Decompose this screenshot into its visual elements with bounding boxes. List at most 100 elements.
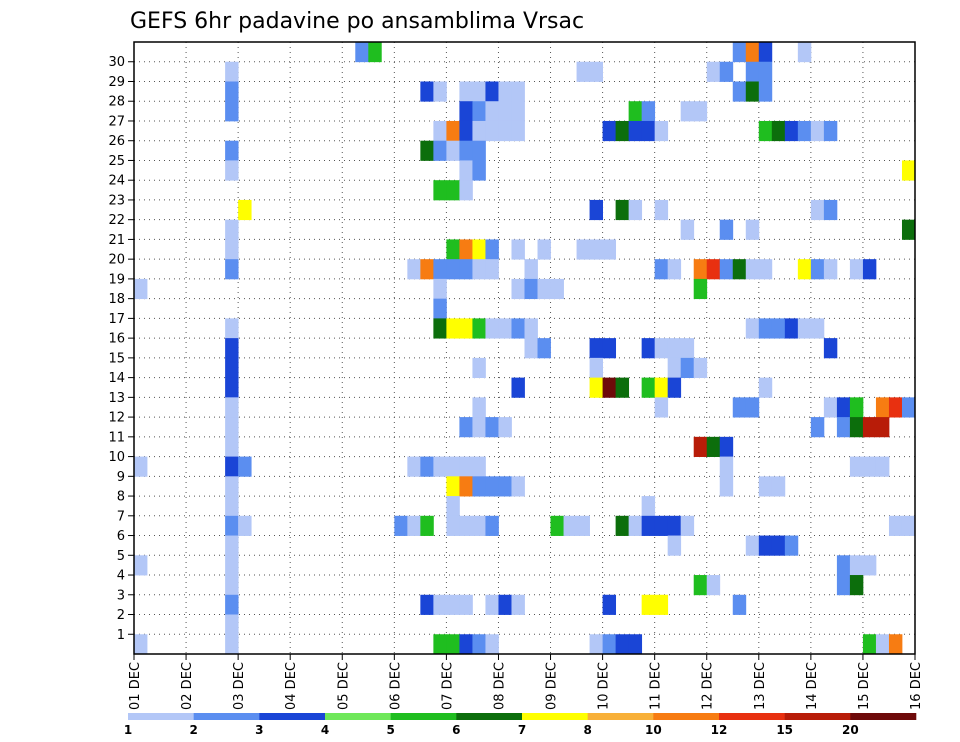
x-tick-label: 09 DEC bbox=[545, 662, 560, 710]
legend-label: 3 bbox=[255, 723, 263, 737]
heatmap-cell bbox=[719, 219, 734, 240]
y-tick-label: 13 bbox=[108, 391, 125, 406]
heatmap-cell bbox=[758, 42, 773, 63]
heatmap-cell bbox=[446, 634, 460, 655]
heatmap-cell bbox=[472, 397, 486, 418]
heatmap-cell bbox=[498, 318, 512, 339]
heatmap-cell bbox=[589, 239, 603, 260]
heatmap-cell bbox=[225, 61, 239, 82]
y-tick-label: 18 bbox=[108, 292, 125, 307]
heatmap-cell bbox=[602, 594, 617, 615]
heatmap-cell bbox=[589, 199, 603, 221]
legend-swatch bbox=[587, 713, 654, 720]
heatmap-cell bbox=[901, 219, 916, 240]
heatmap-cell bbox=[589, 61, 603, 82]
heatmap-cell bbox=[459, 160, 473, 181]
heatmap-cell bbox=[485, 120, 499, 142]
heatmap-cell bbox=[433, 298, 447, 319]
y-tick-label: 21 bbox=[108, 233, 125, 248]
heatmap-cell bbox=[511, 81, 525, 102]
heatmap-cell bbox=[875, 456, 890, 477]
heatmap-cell bbox=[498, 594, 512, 615]
legend-label: 20 bbox=[842, 723, 859, 737]
y-tick-label: 4 bbox=[117, 569, 125, 584]
plot-frame bbox=[133, 41, 916, 655]
heatmap-cell bbox=[849, 417, 864, 438]
heatmap-cell bbox=[134, 456, 148, 477]
legend-label: 15 bbox=[776, 723, 793, 737]
heatmap-cell bbox=[472, 515, 486, 536]
heatmap-cell bbox=[472, 160, 486, 181]
heatmap-cell bbox=[472, 456, 486, 477]
heatmap-cell bbox=[134, 555, 148, 576]
heatmap-cell bbox=[433, 318, 447, 339]
heatmap-cell bbox=[615, 634, 630, 655]
legend-label: 4 bbox=[321, 723, 329, 737]
heatmap-cell bbox=[732, 594, 747, 615]
legend-label: 6 bbox=[452, 723, 460, 737]
heatmap-cell bbox=[732, 42, 747, 63]
heatmap-cell bbox=[563, 515, 577, 536]
heatmap-cell bbox=[654, 377, 669, 398]
heatmap-cell bbox=[745, 61, 760, 82]
x-tick-label: 03 DEC bbox=[232, 662, 247, 710]
chart-title: GEFS 6hr padavine po ansamblima Vrsac bbox=[130, 9, 584, 34]
heatmap-cell bbox=[225, 634, 239, 655]
heatmap-cell bbox=[641, 594, 656, 615]
heatmap-cell bbox=[823, 199, 838, 221]
heatmap-cell bbox=[771, 535, 786, 556]
y-tick-label: 16 bbox=[108, 332, 125, 347]
heatmap-cell bbox=[589, 338, 603, 359]
y-tick-label: 22 bbox=[108, 213, 125, 228]
heatmap-cell bbox=[745, 318, 760, 339]
heatmap-cell bbox=[472, 140, 486, 161]
heatmap-cell bbox=[225, 81, 239, 102]
heatmap-cell bbox=[589, 634, 603, 655]
legend-swatch bbox=[850, 713, 917, 720]
heatmap-cell bbox=[394, 515, 408, 536]
heatmap-cell bbox=[654, 259, 669, 280]
heatmap-cell bbox=[784, 318, 799, 339]
heatmap-cell bbox=[225, 535, 239, 556]
heatmap-cell bbox=[446, 476, 460, 497]
legend-swatch bbox=[325, 713, 391, 720]
x-tick-label: 14 DEC bbox=[805, 662, 820, 710]
heatmap-cell bbox=[745, 81, 760, 102]
heatmap-cell bbox=[498, 417, 512, 438]
heatmap-cell bbox=[459, 634, 473, 655]
y-tick-label: 2 bbox=[117, 608, 125, 623]
heatmap-cell bbox=[901, 515, 916, 536]
legend-swatch bbox=[653, 713, 720, 720]
x-axis: 01 DEC 02 DEC 03 DEC 04 DEC 05 DEC 06 DEC 07 D… bbox=[128, 654, 924, 710]
heatmap-cell bbox=[641, 496, 656, 517]
heatmap-cell bbox=[823, 338, 838, 359]
heatmap-cell bbox=[550, 515, 564, 536]
heatmap-cell bbox=[654, 594, 669, 615]
heatmap-cell bbox=[459, 239, 473, 260]
heatmap-cell bbox=[719, 456, 734, 477]
heatmap-cell bbox=[836, 397, 851, 418]
heatmap-cell bbox=[823, 397, 838, 418]
heatmap-cell bbox=[719, 259, 734, 280]
heatmap-cell bbox=[875, 634, 890, 655]
y-tick-label: 19 bbox=[108, 272, 125, 287]
y-tick-label: 9 bbox=[117, 470, 125, 485]
heatmap-cell bbox=[589, 357, 603, 379]
legend-swatch bbox=[390, 713, 457, 720]
heatmap-cell bbox=[615, 199, 630, 221]
color-legend: 1 2 3 4 5 6 7 8 10 12 15 20 bbox=[124, 713, 917, 737]
heatmap-cell bbox=[719, 61, 734, 82]
heatmap-cell bbox=[602, 120, 617, 142]
x-tick-label: 07 DEC bbox=[440, 662, 455, 710]
heatmap-cell bbox=[225, 417, 239, 438]
heatmap-cell bbox=[459, 180, 473, 201]
heatmap-cell bbox=[745, 535, 760, 556]
heatmap-cell bbox=[628, 101, 643, 122]
heatmap-cell bbox=[225, 614, 239, 635]
heatmap-cell bbox=[589, 377, 603, 398]
heatmap-cell bbox=[771, 318, 786, 339]
heatmap-cell bbox=[758, 318, 773, 339]
heatmap-cell bbox=[446, 318, 460, 339]
heatmap-cell bbox=[420, 456, 434, 477]
heatmap-cell bbox=[485, 318, 499, 339]
